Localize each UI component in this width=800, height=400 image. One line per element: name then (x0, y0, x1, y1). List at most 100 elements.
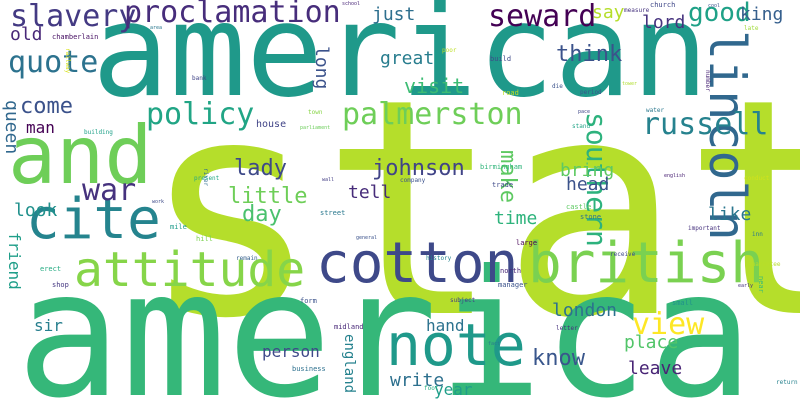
word-good: good (688, 0, 751, 28)
word-lady: lady (234, 156, 287, 181)
word-conduct: conduct (744, 175, 770, 182)
word-visit: visit (404, 74, 465, 98)
word-street: street (320, 209, 346, 217)
word-erect: erect (40, 265, 62, 273)
word-manager: manager (498, 281, 528, 289)
word-town: town (308, 109, 323, 116)
word-remain: remain (236, 255, 258, 262)
word-wall: wall (322, 177, 335, 183)
word-return: return (776, 379, 798, 386)
word-russell: russell (642, 107, 769, 142)
word-old: old (10, 24, 43, 45)
word-chamberlain: chamberlain (52, 33, 99, 41)
word-london: london (552, 300, 618, 321)
word-british: british (528, 231, 765, 296)
word-lord: lord (642, 12, 686, 33)
word-day: day (242, 202, 282, 227)
word-know: know (532, 346, 585, 371)
word-say: say (592, 2, 625, 23)
word-subject: subject (450, 297, 476, 304)
word-shop: shop (52, 281, 69, 289)
word-king: king (740, 4, 784, 25)
word-form: form (300, 297, 317, 305)
word-tell: tell (348, 182, 392, 203)
word-cool: cool (708, 3, 721, 9)
word-parliament: parliament (300, 125, 331, 131)
word-friend: friend (5, 232, 24, 290)
word-attitude: attitude (74, 242, 306, 298)
word-policy: policy (146, 97, 255, 132)
word-inn: inn (752, 231, 763, 238)
word-hand: hand (426, 316, 465, 335)
word-trade: trade (492, 181, 514, 189)
word-think: think (556, 42, 623, 67)
word-person: person (262, 342, 320, 361)
word-palmerston: palmerston (342, 97, 523, 132)
word-time: time (494, 208, 538, 229)
word-castle: castle (566, 203, 592, 211)
word-make: make (495, 150, 520, 203)
word-large: large (516, 239, 538, 247)
word-bring: bring (560, 160, 615, 181)
word-england: england (341, 334, 357, 394)
word-period: period (580, 89, 602, 96)
word-hill: hill (196, 235, 213, 243)
word-proclamation: proclamation (124, 0, 341, 30)
word-america: america (16, 234, 754, 400)
word-stand: stand (572, 123, 591, 130)
word-war: war (82, 173, 137, 208)
word-write: write (390, 370, 445, 391)
word-queen: queen (1, 100, 22, 155)
word-foot: foot (424, 385, 439, 392)
word-slavery: slavery (10, 0, 137, 34)
word-guarantee: guarantee (748, 261, 781, 268)
word-head: head (566, 174, 610, 195)
word-birmingham: birmingham (480, 163, 523, 171)
word-leave: leave (628, 358, 683, 379)
word-long: long (311, 46, 332, 90)
word-state: state (140, 35, 800, 384)
word-seward: seward (488, 0, 597, 34)
word-mile: mile (170, 223, 187, 231)
word-man: man (26, 118, 55, 137)
word-note: note (386, 311, 526, 379)
word-history: history (426, 255, 452, 262)
word-fact: fact (488, 341, 501, 347)
word-cotton: cotton (316, 231, 519, 296)
word-early: early (738, 283, 754, 289)
word-great: great (380, 48, 435, 69)
word-railway: railway (64, 48, 71, 74)
word-near: near (757, 276, 765, 293)
word-stone: stone (580, 213, 602, 221)
word-bank: bank (192, 75, 207, 82)
word-receive: receive (610, 251, 636, 258)
word-die: die (552, 83, 563, 90)
word-business: business (292, 365, 326, 373)
word-sir: sir (34, 316, 63, 335)
word-and: and (8, 109, 153, 202)
word-american: american (92, 0, 709, 126)
word-just: just (372, 4, 416, 25)
word-work: work (152, 199, 165, 205)
word-view: view (632, 307, 705, 342)
word-house: house (256, 119, 287, 130)
word-general: general (356, 235, 378, 241)
word-company: company (400, 177, 426, 184)
word-johnson: johnson (372, 156, 465, 181)
word-building: building (84, 129, 113, 136)
word-important: important (688, 225, 721, 232)
word-year: year (434, 380, 473, 399)
word-measure: measure (624, 7, 650, 14)
word-place: place (624, 332, 679, 353)
word-small: small (672, 299, 694, 307)
word-english: english (664, 173, 686, 179)
word-church: church (650, 1, 676, 9)
word-letter: letter (556, 325, 578, 332)
word-north: north (500, 267, 522, 275)
word-present: present (194, 175, 220, 182)
word-come: come (20, 94, 73, 119)
word-quote: quote (8, 45, 99, 80)
word-tower: tower (622, 81, 638, 87)
word-like: like (708, 204, 752, 225)
